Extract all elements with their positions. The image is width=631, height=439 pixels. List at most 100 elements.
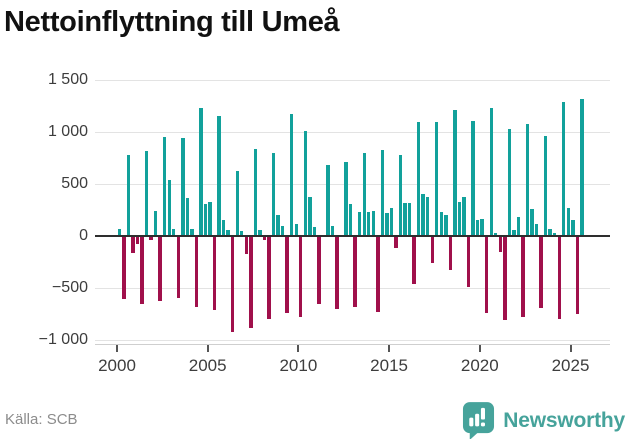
bar-positive bbox=[271, 152, 276, 236]
bar-negative bbox=[158, 237, 162, 302]
bar-positive bbox=[280, 225, 285, 236]
bar-positive bbox=[426, 196, 430, 236]
gridline bbox=[95, 287, 610, 289]
bar-negative bbox=[394, 237, 398, 249]
bar-positive bbox=[543, 136, 548, 236]
bar-positive bbox=[163, 137, 167, 236]
bar-positive bbox=[444, 215, 448, 236]
bar-negative bbox=[122, 237, 126, 300]
x-axis-tick-label: 2020 bbox=[460, 356, 499, 375]
gridline bbox=[95, 184, 610, 186]
bar-positive bbox=[380, 150, 385, 236]
bar-negative bbox=[176, 237, 180, 299]
bar-positive bbox=[167, 179, 171, 236]
bar-negative bbox=[267, 237, 271, 319]
x-axis-tick-label: 2025 bbox=[551, 356, 590, 375]
bar-negative bbox=[135, 237, 140, 245]
bar-positive bbox=[358, 212, 362, 236]
y-axis-tick-label: −1 000 bbox=[38, 330, 88, 348]
bar-positive bbox=[553, 232, 557, 236]
x-axis-tick-label: 2005 bbox=[188, 356, 227, 375]
bar-positive bbox=[367, 212, 371, 236]
bar-negative bbox=[244, 237, 249, 254]
x-axis-tick bbox=[297, 345, 300, 352]
bar-positive bbox=[289, 113, 294, 236]
bar-positive bbox=[221, 220, 226, 236]
zero-axis-line bbox=[95, 235, 610, 237]
bar-negative bbox=[194, 237, 199, 307]
bar-positive bbox=[153, 211, 158, 236]
bar-positive bbox=[362, 152, 366, 236]
bar-positive bbox=[308, 196, 312, 236]
bar-positive bbox=[348, 204, 353, 236]
newsworthy-logo[interactable]: Newsworthy bbox=[462, 401, 625, 439]
bar-positive bbox=[276, 215, 280, 236]
bar-positive bbox=[475, 220, 480, 236]
newsworthy-wordmark: Newsworthy bbox=[503, 409, 625, 432]
bar-positive bbox=[530, 209, 534, 236]
x-axis-tick-label: 2015 bbox=[370, 356, 409, 375]
bar-positive bbox=[235, 170, 239, 236]
bar-negative bbox=[140, 237, 144, 305]
bar-positive bbox=[371, 211, 375, 236]
bar-negative bbox=[539, 237, 543, 308]
bar-positive bbox=[489, 108, 493, 236]
bar-positive bbox=[471, 120, 475, 236]
bar-positive bbox=[398, 155, 403, 236]
bar-positive bbox=[185, 197, 190, 236]
x-axis-tick bbox=[116, 345, 118, 352]
bar-positive bbox=[571, 220, 575, 236]
chart-title: Nettoinflyttning till Umeå bbox=[4, 6, 340, 38]
bar-positive bbox=[480, 219, 484, 236]
x-axis-tick bbox=[569, 345, 572, 352]
gridline bbox=[95, 132, 610, 134]
x-axis-tick-label: 2010 bbox=[279, 356, 318, 375]
y-axis-tick-label: 500 bbox=[61, 175, 88, 193]
bar-negative bbox=[557, 237, 561, 319]
bar-positive bbox=[303, 131, 307, 236]
bar-negative bbox=[503, 237, 507, 321]
bar-negative bbox=[498, 237, 502, 253]
bar-positive bbox=[181, 138, 185, 236]
bar-positive bbox=[226, 229, 230, 236]
x-axis-tick bbox=[478, 345, 481, 352]
bar-positive bbox=[421, 194, 425, 236]
bar-negative bbox=[317, 237, 321, 304]
bar-positive bbox=[312, 226, 317, 236]
bar-negative bbox=[484, 237, 489, 313]
bar-negative bbox=[249, 237, 253, 329]
bar-positive bbox=[253, 148, 258, 236]
bar-positive bbox=[580, 98, 584, 236]
y-axis-tick-label: −500 bbox=[51, 278, 88, 296]
bar-negative bbox=[299, 237, 303, 317]
bar-negative bbox=[448, 237, 453, 271]
bar-positive bbox=[208, 201, 212, 236]
bar-positive bbox=[190, 228, 194, 236]
bar-positive bbox=[403, 202, 407, 236]
bar-positive bbox=[144, 150, 149, 236]
bar-negative bbox=[231, 237, 235, 333]
bar-positive bbox=[534, 223, 539, 236]
bar-positive bbox=[562, 102, 566, 236]
gridline bbox=[95, 339, 610, 341]
bar-negative bbox=[353, 237, 357, 307]
y-axis-tick-label: 0 bbox=[79, 227, 88, 244]
net-migration-bar-chart: 1 500 1 000 500 0 −500 −1 000 2000 2005 2010 2015… bbox=[38, 71, 610, 375]
bar-negative bbox=[430, 237, 434, 263]
bar-positive bbox=[507, 129, 512, 236]
bar-positive bbox=[326, 165, 330, 236]
bar-positive bbox=[439, 212, 444, 236]
bar-negative bbox=[212, 237, 217, 310]
bar-positive bbox=[566, 208, 570, 236]
bar-positive bbox=[389, 207, 394, 236]
bar-positive bbox=[416, 121, 421, 236]
y-axis-tick-label: 1 500 bbox=[47, 71, 88, 89]
bar-positive bbox=[407, 202, 412, 236]
bar-positive bbox=[199, 108, 203, 236]
bar-positive bbox=[203, 203, 208, 236]
bar-positive bbox=[385, 212, 389, 236]
x-axis-tick-label: 2000 bbox=[98, 356, 136, 375]
bar-positive bbox=[494, 232, 498, 236]
source-note: Källa: SCB bbox=[5, 411, 78, 428]
bar-positive bbox=[117, 228, 122, 236]
